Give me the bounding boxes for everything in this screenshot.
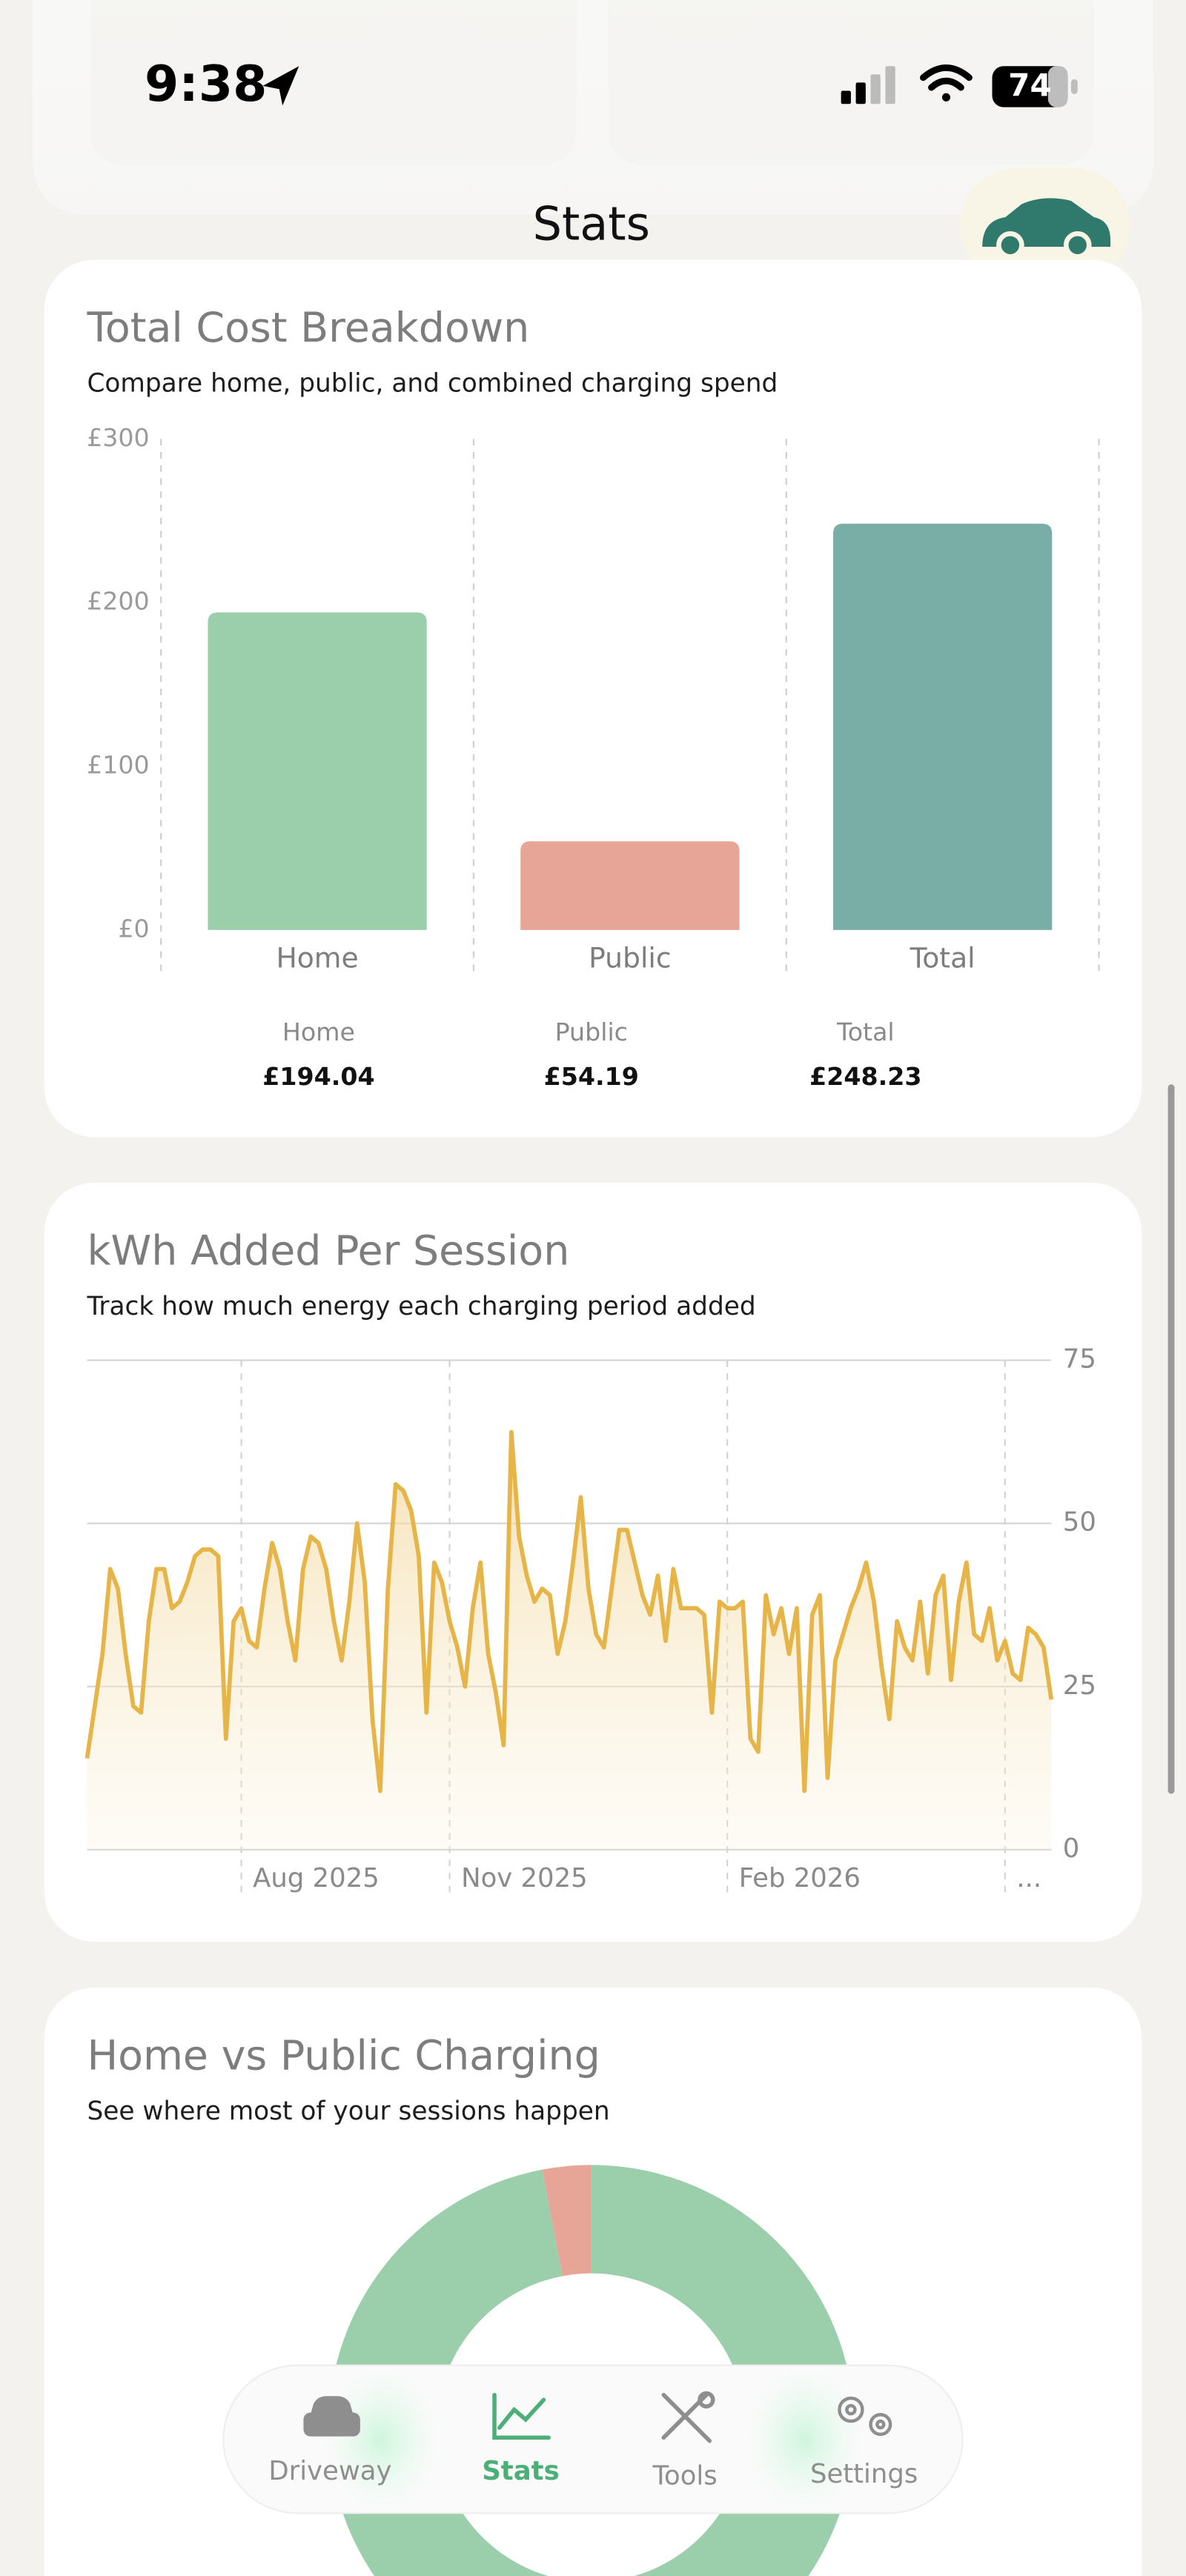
y-tick-label: £200 [87, 587, 150, 616]
donut-slice [328, 2165, 855, 2576]
summary-value: £54.19 [544, 1062, 639, 1091]
tools-icon [661, 2391, 715, 2443]
battery-tip [1070, 79, 1078, 94]
card-title: kWh Added Per Session [87, 1228, 569, 1275]
card-subtitle: Compare home, public, and combined charg… [87, 369, 778, 399]
y-tick-label: £100 [87, 751, 150, 780]
card-title: Total Cost Breakdown [86, 305, 529, 352]
battery-empty [1047, 66, 1068, 107]
card-subtitle: Track how much energy each charging peri… [86, 1292, 755, 1321]
car-wheel [996, 230, 1024, 259]
kwh-chart: kWh Added Per Session Track how much ener… [85, 1228, 1096, 1893]
donut-slice [542, 2165, 592, 2277]
cost-chart: Total Cost Breakdown Compare home, public… [86, 305, 1100, 1091]
card-subtitle: See where most of your sessions happen [87, 2097, 609, 2126]
location-icon [262, 66, 299, 106]
line [85, 1430, 1054, 1793]
page-title: Stats [533, 197, 650, 251]
car-wheel [1063, 230, 1092, 259]
card-title: Home vs Public Charging [87, 2032, 600, 2079]
battery-level: 74 [1008, 67, 1052, 104]
x-tick-label: Total [910, 941, 975, 974]
y-tick-label: 75 [1063, 1344, 1096, 1375]
summary-label: Total [836, 1018, 895, 1046]
vehicle-button[interactable] [959, 167, 1130, 283]
x-tick-label: Nov 2025 [461, 1863, 588, 1893]
bar [208, 612, 427, 930]
status-time: 9:38 [145, 55, 267, 113]
x-tick-label: ... [1016, 1863, 1041, 1893]
tab-bar: Driveway Stats Tools Settings [222, 2364, 964, 2514]
summary-label: Public [555, 1018, 628, 1046]
tab-1[interactable]: Stats [482, 2456, 559, 2486]
tab-glow [322, 2365, 440, 2514]
area [87, 1432, 1052, 1850]
x-tick-label: Feb 2026 [739, 1863, 861, 1893]
y-tick-label: £0 [118, 914, 149, 943]
x-tick-label: Aug 2025 [253, 1863, 380, 1893]
bar [520, 841, 740, 930]
wifi-icon [919, 64, 973, 102]
y-tick-label: 25 [1063, 1670, 1096, 1701]
summary-value: £248.23 [809, 1062, 921, 1091]
driveway-icon [303, 2396, 360, 2437]
signal-icon [841, 66, 895, 104]
x-tick-label: Public [589, 941, 671, 974]
summary-label: Home [282, 1018, 355, 1046]
tab-2[interactable]: Tools [652, 2460, 717, 2491]
tab-3[interactable]: Settings [810, 2459, 918, 2489]
scrollbar [1167, 1084, 1175, 1794]
bar [833, 523, 1053, 930]
y-tick-label: 0 [1063, 1833, 1080, 1864]
share-chart: Home vs Public Charging See where most of… [87, 2032, 855, 2576]
tab-0[interactable]: Driveway [268, 2456, 391, 2486]
tab-glow [746, 2365, 864, 2514]
x-tick-label: Home [276, 941, 358, 974]
summary-value: £194.04 [262, 1062, 374, 1091]
stats-icon [492, 2392, 551, 2440]
settings-icon [838, 2396, 892, 2437]
y-tick-label: £300 [87, 423, 150, 452]
y-tick-label: 50 [1063, 1507, 1096, 1538]
